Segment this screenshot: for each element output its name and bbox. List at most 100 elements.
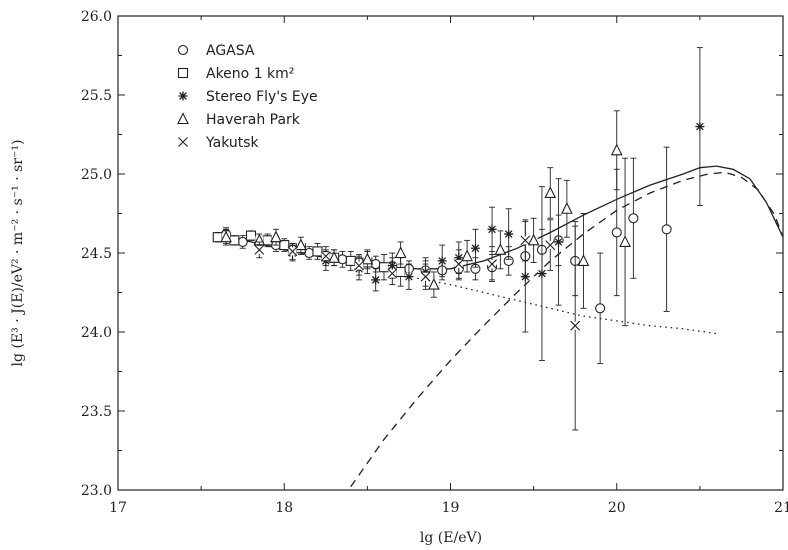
marker-bg [230, 236, 239, 245]
marker-shape [371, 275, 381, 285]
marker-shape [427, 277, 440, 290]
data-point [427, 271, 440, 298]
data-point [287, 243, 298, 260]
marker-shape [494, 243, 507, 255]
marker-shape [611, 227, 622, 238]
asterisk-marker [487, 224, 497, 234]
marker-bg [662, 225, 671, 234]
x-tick-label: 17 [109, 500, 127, 516]
data-point [554, 178, 564, 306]
data-point [328, 249, 341, 267]
marker-shape [354, 260, 364, 271]
triangle-marker [577, 254, 590, 266]
x-tick-label: 20 [608, 500, 626, 516]
marker-bg [504, 256, 513, 265]
marker-shape [312, 246, 323, 257]
marker-shape [245, 230, 257, 241]
legend-item: Akeno 1 km² [177, 66, 294, 82]
marker-shape [661, 224, 672, 235]
legend: AGASA Akeno 1 km² Stereo Fly's Eye Haverah … [177, 43, 318, 151]
plot-border [117, 15, 784, 491]
marker-bg [271, 233, 280, 242]
asterisk-marker [437, 256, 447, 266]
marker-shape [294, 238, 307, 251]
marker-shape [527, 233, 540, 246]
marker-shape [487, 224, 497, 234]
series-yakutsk [254, 219, 581, 431]
data-point [387, 262, 398, 286]
marker-bg [363, 255, 372, 264]
legend-label: AGASA [206, 43, 255, 59]
marker-shape [595, 303, 606, 314]
data-point [245, 230, 257, 241]
circle-marker [595, 303, 606, 314]
data-point [371, 268, 381, 292]
x-tick-label: 19 [442, 500, 460, 516]
marker-bg [222, 233, 231, 242]
square-marker [245, 230, 257, 241]
data-point [237, 235, 248, 249]
marker-bg [463, 252, 472, 261]
data-point [337, 250, 348, 268]
marker-bg [238, 237, 247, 246]
asterisk-marker [695, 122, 705, 132]
square-marker [312, 246, 323, 257]
data-point [304, 246, 315, 260]
marker-shape [470, 243, 480, 253]
data-point [527, 217, 540, 263]
data-point [487, 206, 497, 252]
marker-shape [270, 230, 282, 243]
marker-shape [287, 246, 298, 257]
data-point [404, 263, 414, 290]
legend-item: Yakutsk [178, 135, 260, 151]
data-point [570, 220, 581, 431]
data-point [544, 167, 557, 219]
data-point [420, 263, 431, 290]
data-point [545, 219, 556, 271]
data-point [470, 228, 480, 268]
marker-shape [520, 272, 530, 282]
circle-marker [611, 227, 622, 238]
cross-marker [453, 259, 464, 269]
marker-bg [612, 228, 621, 237]
marker-bg [380, 263, 388, 272]
triangle-marker [361, 252, 374, 265]
legend-item: AGASA [177, 43, 255, 59]
marker-shape [461, 249, 474, 262]
x-tick-label: 18 [275, 500, 293, 516]
marker-bg [612, 146, 621, 155]
triangle-marker [220, 230, 232, 243]
legend-square-icon [177, 67, 189, 79]
marker-shape [177, 67, 189, 79]
marker-bg [429, 280, 438, 289]
plot-frame [117, 15, 784, 491]
marker-bg [263, 236, 272, 245]
circle-marker [661, 224, 672, 235]
marker-bg [396, 249, 405, 257]
legend-circle-icon [177, 44, 189, 56]
marker-bg [213, 233, 222, 242]
triangle-marker [544, 186, 557, 199]
marker-bg [255, 236, 264, 245]
marker-shape [345, 255, 356, 266]
marker-shape [177, 44, 189, 56]
y-axis-title: lg (E³ · J(E)/eV² · m⁻² · s⁻¹ · sr⁻¹) [10, 140, 26, 367]
data-point [378, 254, 390, 281]
marker-shape [220, 230, 232, 243]
marker-shape [320, 251, 331, 262]
marker-bg [596, 304, 605, 313]
asterisk-marker [371, 275, 381, 285]
asterisk-marker [470, 243, 480, 253]
data-point [394, 241, 407, 265]
marker-shape [279, 240, 290, 251]
y-tick-label: 25.5 [81, 88, 112, 104]
cross-marker [320, 251, 331, 262]
marker-bg [280, 241, 289, 250]
triangle-marker [294, 238, 307, 251]
marker-shape [544, 186, 557, 199]
marker-bg [330, 253, 339, 262]
marker-bg [562, 204, 571, 213]
triangle-marker [461, 249, 474, 262]
marker-bg [371, 260, 380, 269]
